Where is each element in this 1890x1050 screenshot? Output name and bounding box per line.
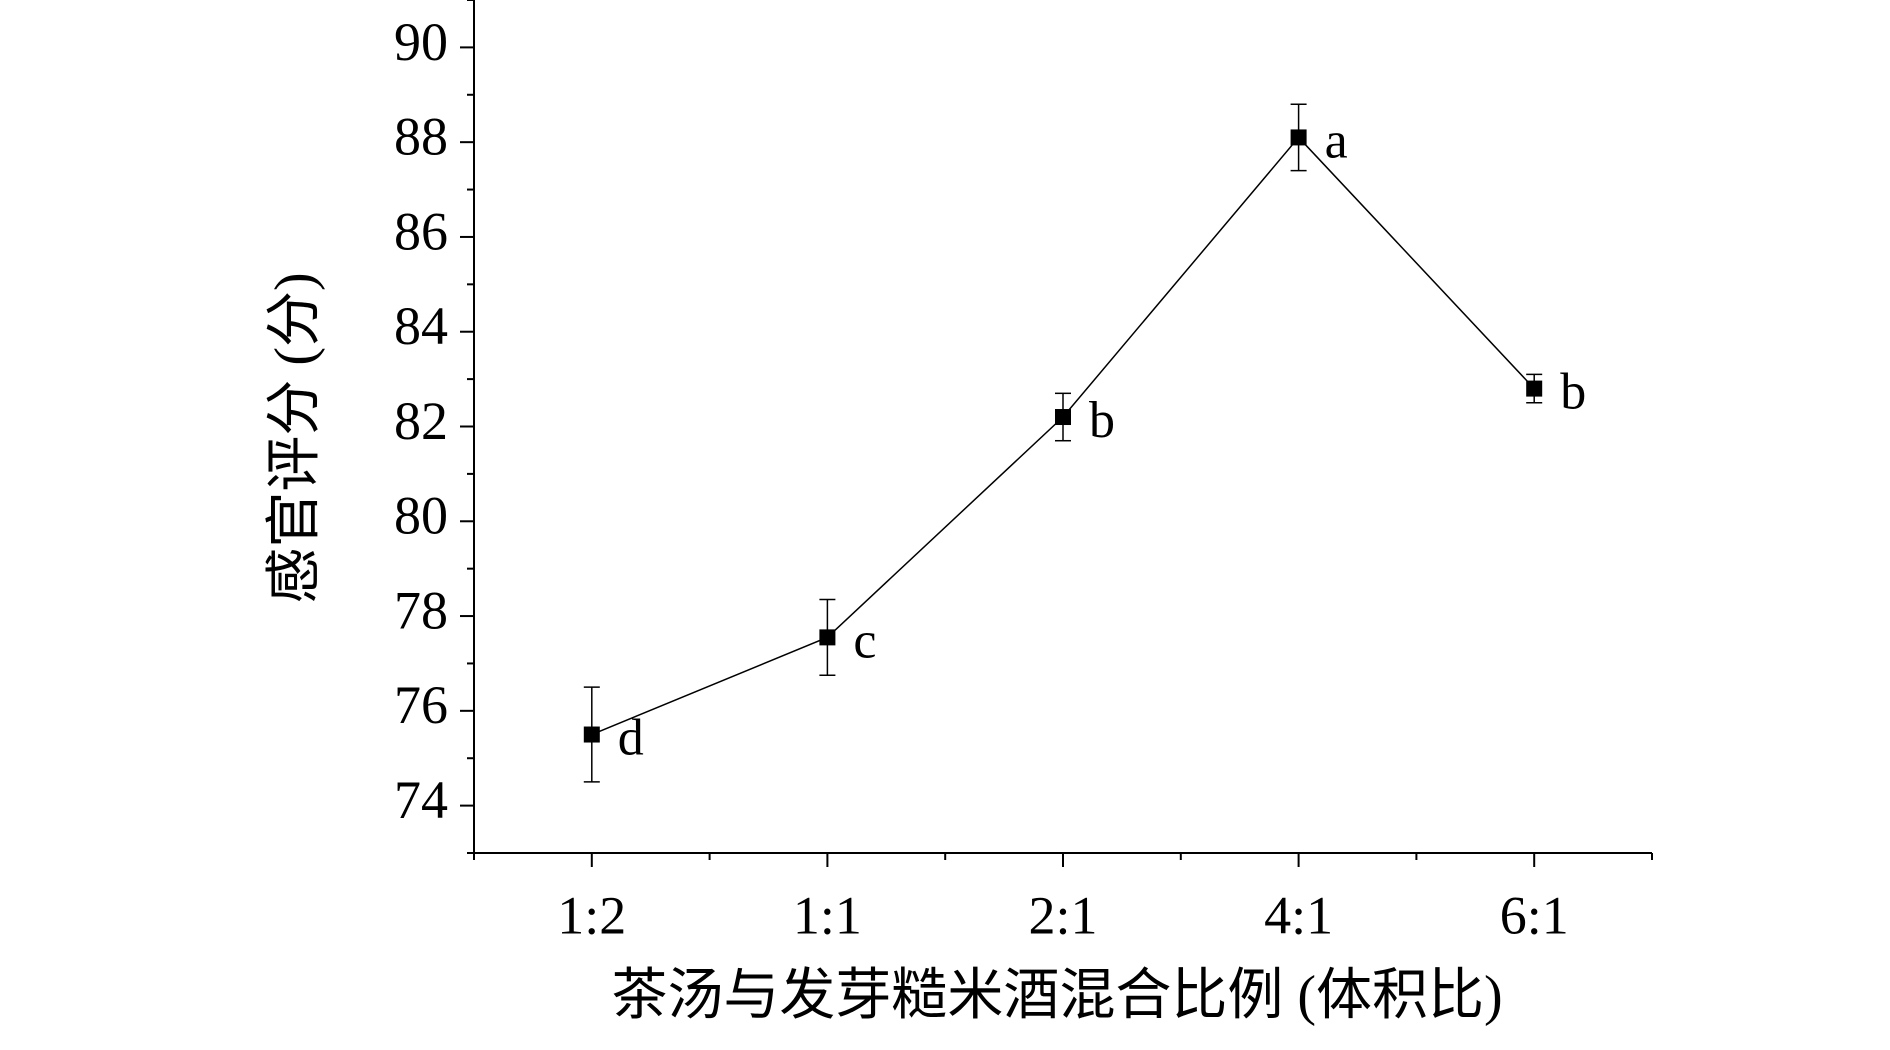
significance-letter: a — [1325, 112, 1348, 169]
y-tick-label: 80 — [394, 486, 448, 546]
significance-letter: b — [1560, 364, 1586, 421]
y-tick-label: 78 — [394, 580, 448, 640]
marker — [819, 629, 836, 646]
significance-letter: c — [853, 612, 876, 669]
y-tick-label: 76 — [394, 675, 448, 735]
marker — [1290, 129, 1307, 146]
marker — [583, 726, 600, 743]
significance-letter: b — [1089, 392, 1115, 449]
significance-letter: d — [618, 709, 644, 766]
y-tick-label: 84 — [394, 296, 448, 356]
y-tick-label: 82 — [394, 391, 448, 451]
x-tick-label: 2:1 — [1028, 885, 1097, 945]
x-axis-title: 茶汤与发芽糙米酒混合比例 (体积比) — [611, 965, 1502, 1027]
y-tick-label: 86 — [394, 201, 448, 261]
x-tick-label: 6:1 — [1500, 885, 1569, 945]
y-tick-label: 88 — [394, 107, 448, 167]
marker — [1055, 409, 1071, 426]
y-axis-title: 感官评分 (分) — [264, 272, 326, 603]
y-tick-label: 90 — [394, 12, 448, 72]
marker — [1526, 380, 1543, 397]
x-tick-label: 1:1 — [793, 885, 862, 945]
x-tick-label: 4:1 — [1264, 885, 1333, 945]
x-tick-label: 1:2 — [557, 885, 626, 945]
y-tick-label: 74 — [394, 770, 448, 830]
